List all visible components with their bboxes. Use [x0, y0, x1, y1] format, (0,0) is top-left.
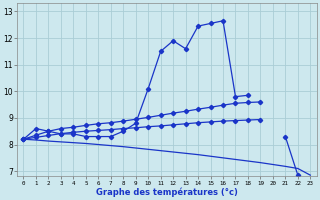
X-axis label: Graphe des températures (°c): Graphe des températures (°c) — [96, 187, 238, 197]
